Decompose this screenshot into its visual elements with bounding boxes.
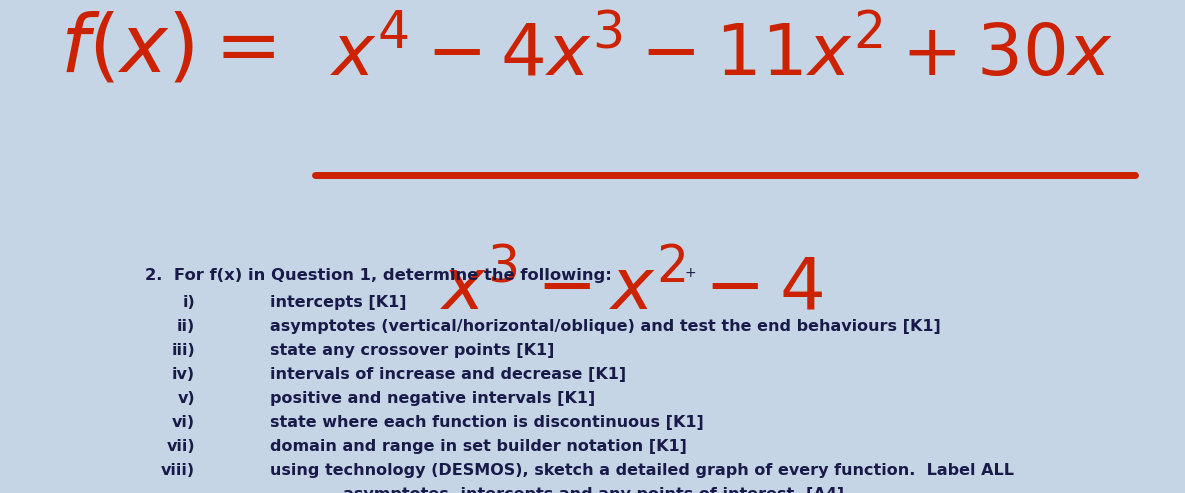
Text: iii): iii): [172, 343, 196, 358]
Text: domain and range in set builder notation [K1]: domain and range in set builder notation…: [270, 439, 687, 454]
Text: ii): ii): [177, 319, 196, 334]
Text: using technology (DESMOS), sketch a detailed graph of every function.  Label ALL: using technology (DESMOS), sketch a deta…: [270, 463, 1014, 478]
Text: state any crossover points [K1]: state any crossover points [K1]: [270, 343, 555, 358]
Text: v): v): [178, 391, 196, 406]
Text: iv): iv): [172, 367, 196, 382]
Text: $x^3-x^2-4$: $x^3-x^2-4$: [440, 254, 824, 325]
Text: vi): vi): [172, 415, 196, 430]
Text: $f(x)=$: $f(x)=$: [60, 11, 275, 89]
Text: intercepts [K1]: intercepts [K1]: [270, 295, 406, 310]
Text: $x^4-4x^3-11x^2+30x$: $x^4-4x^3-11x^2+30x$: [329, 19, 1114, 91]
Text: 2.  For f(x) in Question 1, determine the following:: 2. For f(x) in Question 1, determine the…: [145, 268, 611, 283]
Text: i): i): [182, 295, 196, 310]
Text: positive and negative intervals [K1]: positive and negative intervals [K1]: [270, 391, 595, 406]
Text: +: +: [685, 266, 697, 280]
Text: viii): viii): [161, 463, 196, 478]
Text: asymptotes, intercepts and any points of interest. [A4]: asymptotes, intercepts and any points of…: [270, 487, 844, 493]
Text: state where each function is discontinuous [K1]: state where each function is discontinuo…: [270, 415, 704, 430]
Text: vii): vii): [166, 439, 196, 454]
Text: intervals of increase and decrease [K1]: intervals of increase and decrease [K1]: [270, 367, 626, 382]
Text: asymptotes (vertical/horizontal/oblique) and test the end behaviours [K1]: asymptotes (vertical/horizontal/oblique)…: [270, 319, 941, 334]
